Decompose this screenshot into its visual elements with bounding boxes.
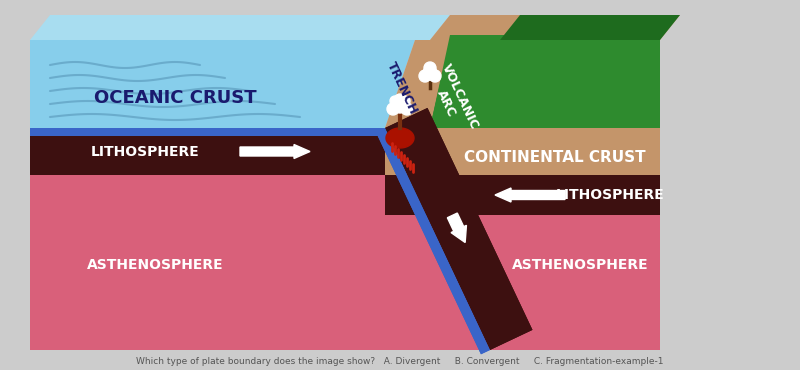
Polygon shape xyxy=(385,108,533,350)
Polygon shape xyxy=(376,128,490,354)
Circle shape xyxy=(400,96,410,106)
Text: #1a1a6e: #1a1a6e xyxy=(407,86,414,87)
Text: OCEANIC CRUST: OCEANIC CRUST xyxy=(94,89,256,107)
Text: CONTINENTAL CRUST: CONTINENTAL CRUST xyxy=(464,149,646,165)
Polygon shape xyxy=(376,128,490,354)
Text: TRENCH: TRENCH xyxy=(384,60,420,117)
Polygon shape xyxy=(386,128,414,148)
Circle shape xyxy=(419,70,431,82)
Polygon shape xyxy=(500,15,680,40)
Text: ASTHENOSPHERE: ASTHENOSPHERE xyxy=(86,258,223,272)
Polygon shape xyxy=(30,128,385,136)
Polygon shape xyxy=(30,128,385,175)
FancyArrow shape xyxy=(240,145,310,158)
Circle shape xyxy=(394,94,406,106)
Circle shape xyxy=(424,62,436,74)
FancyArrow shape xyxy=(495,188,565,202)
Polygon shape xyxy=(430,35,660,128)
Circle shape xyxy=(387,103,399,115)
Circle shape xyxy=(401,103,413,115)
Polygon shape xyxy=(385,175,660,215)
Circle shape xyxy=(390,96,400,106)
Polygon shape xyxy=(385,40,660,128)
Polygon shape xyxy=(30,175,660,350)
Circle shape xyxy=(423,66,437,80)
Circle shape xyxy=(429,70,441,82)
Polygon shape xyxy=(430,40,660,128)
Polygon shape xyxy=(430,15,680,40)
Text: VOLCANIC
ARC: VOLCANIC ARC xyxy=(426,62,481,138)
Polygon shape xyxy=(385,128,660,175)
Polygon shape xyxy=(30,40,415,128)
FancyArrow shape xyxy=(447,213,466,242)
Text: LITHOSPHERE: LITHOSPHERE xyxy=(90,145,199,158)
Text: LITHOSPHERE: LITHOSPHERE xyxy=(556,188,664,202)
Circle shape xyxy=(393,99,407,113)
Text: ASTHENOSPHERE: ASTHENOSPHERE xyxy=(512,258,648,272)
Polygon shape xyxy=(30,15,450,40)
Polygon shape xyxy=(385,108,533,350)
Text: Which type of plate boundary does the image show?   A. Divergent     B. Converge: Which type of plate boundary does the im… xyxy=(136,357,664,367)
